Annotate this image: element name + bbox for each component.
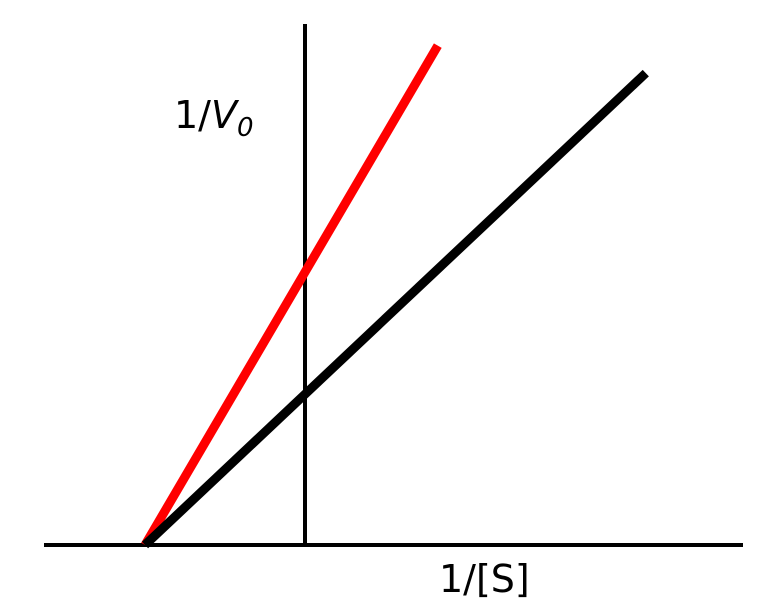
y-axis-label-subscript: 0 — [237, 113, 254, 143]
series-layer — [141, 43, 649, 549]
series-line-red — [141, 43, 442, 548]
y-axis-label-variable: V — [211, 93, 240, 137]
y-axis-label-prefix: 1/ — [174, 93, 211, 137]
series-line-black — [141, 69, 649, 549]
x-axis-label: 1/[S] — [439, 557, 530, 601]
y-axis-label: 1/V0 — [174, 93, 254, 143]
